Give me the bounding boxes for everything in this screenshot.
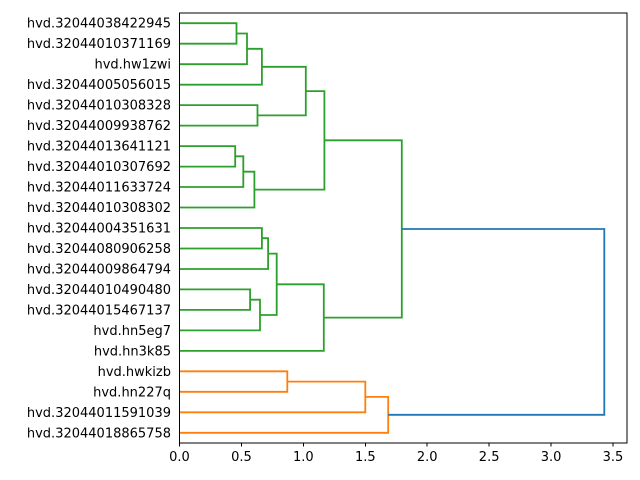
leaf-label: hvd.32044009938762 (27, 119, 171, 134)
leaf-label: hvd.hn227q (93, 385, 171, 400)
axes-frame (179, 12, 628, 444)
dendrogram-link-green (179, 298, 261, 332)
leaf-label: hvd.32044010307692 (27, 160, 171, 175)
x-tick-label: 0.0 (169, 450, 190, 465)
x-tick-label: 0.5 (231, 450, 252, 465)
leaf-label: hvd.32044010490480 (27, 283, 171, 298)
dendrogram-link-orange (179, 370, 289, 393)
leaf-label: hvd.hn3k85 (94, 344, 171, 359)
x-tick-label: 3.0 (541, 450, 562, 465)
dendrogram-link-orange (179, 380, 367, 414)
dendrogram-link-blue (388, 228, 606, 416)
dendrogram-link-green (179, 288, 251, 311)
leaf-label: hvd.32044011591039 (27, 406, 171, 421)
dendrogram-link-green (179, 145, 237, 168)
leaf-label: hvd.32044013641121 (27, 140, 171, 155)
dendrogram-link-green (179, 104, 259, 127)
leaf-label: hvd.hn5eg7 (93, 324, 171, 339)
leaf-label: hvd.32044010371169 (27, 37, 171, 52)
leaf-label: hvd.32044010308302 (27, 201, 171, 216)
x-tick-label: 2.0 (417, 450, 438, 465)
x-axis-tick-labels: 0.0 0.5 1.0 1.5 2.0 2.5 3.0 3.5 (169, 450, 623, 465)
leaf-label: hvd.32044005056015 (27, 78, 171, 93)
leaf-label: hvd.32044015467137 (27, 303, 171, 318)
dendrogram-link-green (179, 237, 269, 270)
dendrogram-link-green (179, 283, 325, 352)
dendrogram-link-green (257, 65, 307, 117)
dendrogram-link-green (179, 227, 263, 250)
leaf-label: hvd.32044004351631 (27, 222, 171, 237)
dendrogram-link-green (179, 155, 245, 188)
leaf-label: hvd.32044018865758 (27, 426, 171, 441)
dendrogram-link-green (179, 22, 238, 45)
x-tick-label: 2.5 (479, 450, 500, 465)
leaf-label: hvd.hw1zwi (94, 58, 171, 73)
x-axis-ticks (179, 443, 614, 447)
x-tick-label: 1.0 (293, 450, 314, 465)
leaf-label: hvd.32044080906258 (27, 242, 171, 257)
leaf-label: hvd.32044038422945 (27, 17, 171, 32)
dendrogram-link-orange (179, 396, 390, 434)
leaf-label: hvd.32044011633724 (27, 181, 171, 196)
dendrogram-link-green (254, 90, 326, 191)
leaf-label: hvd.hwkizb (98, 365, 171, 380)
x-tick-label: 1.5 (355, 450, 376, 465)
x-tick-label: 3.5 (603, 450, 624, 465)
dendrogram-link-green (323, 139, 403, 319)
dendrogram-link-green (179, 47, 263, 86)
leaf-label: hvd.32044009864794 (27, 262, 171, 277)
leaf-label: hvd.32044010308328 (27, 99, 171, 114)
axes-box (179, 12, 628, 444)
dendrogram-links (179, 22, 606, 434)
leaf-labels: hvd.32044038422945 hvd.32044010371169 hvd.… (27, 17, 171, 442)
